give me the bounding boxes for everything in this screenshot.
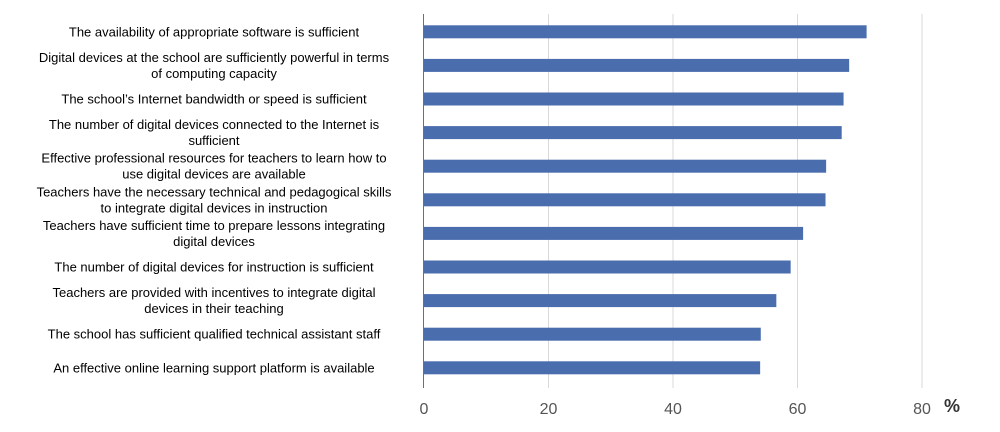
category-label: Teachers have sufficient time to prepare… bbox=[43, 218, 385, 249]
bar bbox=[424, 126, 842, 140]
category-label: Teachers have the necessary technical an… bbox=[37, 184, 392, 215]
category-label: Digital devices at the school are suffic… bbox=[39, 50, 390, 81]
category-label: The number of digital devices connected … bbox=[49, 117, 380, 148]
bar bbox=[424, 294, 777, 308]
category-label: Teachers are provided with incentives to… bbox=[52, 285, 375, 316]
bar bbox=[424, 92, 844, 106]
bars bbox=[424, 25, 867, 375]
bar bbox=[424, 159, 827, 173]
bar bbox=[424, 25, 867, 39]
category-label-line: Digital devices at the school are suffic… bbox=[39, 50, 390, 65]
category-label-line: sufficient bbox=[188, 133, 239, 148]
category-label-line: devices in their teaching bbox=[144, 301, 283, 316]
x-tick-label: 40 bbox=[664, 401, 682, 418]
x-tick-label: 80 bbox=[913, 401, 931, 418]
bar bbox=[424, 226, 804, 240]
category-label-line: The school has sufficient qualified tech… bbox=[48, 327, 381, 342]
category-label-line: of computing capacity bbox=[151, 66, 277, 81]
category-labels: The availability of appropriate software… bbox=[37, 24, 392, 375]
bar bbox=[424, 193, 826, 207]
category-label: The school has sufficient qualified tech… bbox=[48, 327, 381, 342]
bar bbox=[424, 58, 850, 72]
category-label: The availability of appropriate software… bbox=[69, 24, 360, 39]
category-label: Effective professional resources for tea… bbox=[41, 151, 386, 182]
category-label-line: Teachers are provided with incentives to… bbox=[52, 285, 375, 300]
category-label-line: Effective professional resources for tea… bbox=[41, 151, 386, 166]
x-tick-label: 0 bbox=[420, 401, 429, 418]
category-label: An effective online learning support pla… bbox=[53, 360, 374, 375]
bar bbox=[424, 260, 791, 274]
category-label-line: The number of digital devices connected … bbox=[49, 117, 380, 132]
category-label: The school’s Internet bandwidth or speed… bbox=[61, 92, 367, 107]
x-tick-label: 60 bbox=[789, 401, 807, 418]
category-label-line: Teachers have sufficient time to prepare… bbox=[43, 218, 385, 233]
bar bbox=[424, 361, 761, 375]
x-tick-label: 20 bbox=[540, 401, 558, 418]
category-label-line: The school’s Internet bandwidth or speed… bbox=[61, 92, 367, 107]
category-label-line: digital devices bbox=[173, 234, 255, 249]
category-label: The number of digital devices for instru… bbox=[54, 260, 374, 275]
bar bbox=[424, 327, 761, 341]
x-tick-labels: 0 20 40 60 80 bbox=[420, 401, 931, 418]
category-label-line: to integrate digital devices in instruct… bbox=[101, 200, 328, 215]
category-label-line: Teachers have the necessary technical an… bbox=[37, 184, 392, 199]
x-axis-unit-label: % bbox=[944, 396, 960, 416]
category-label-line: An effective online learning support pla… bbox=[53, 360, 374, 375]
category-label-line: The number of digital devices for instru… bbox=[54, 260, 374, 275]
category-label-line: use digital devices are available bbox=[122, 167, 306, 182]
category-label-line: The availability of appropriate software… bbox=[69, 24, 360, 39]
